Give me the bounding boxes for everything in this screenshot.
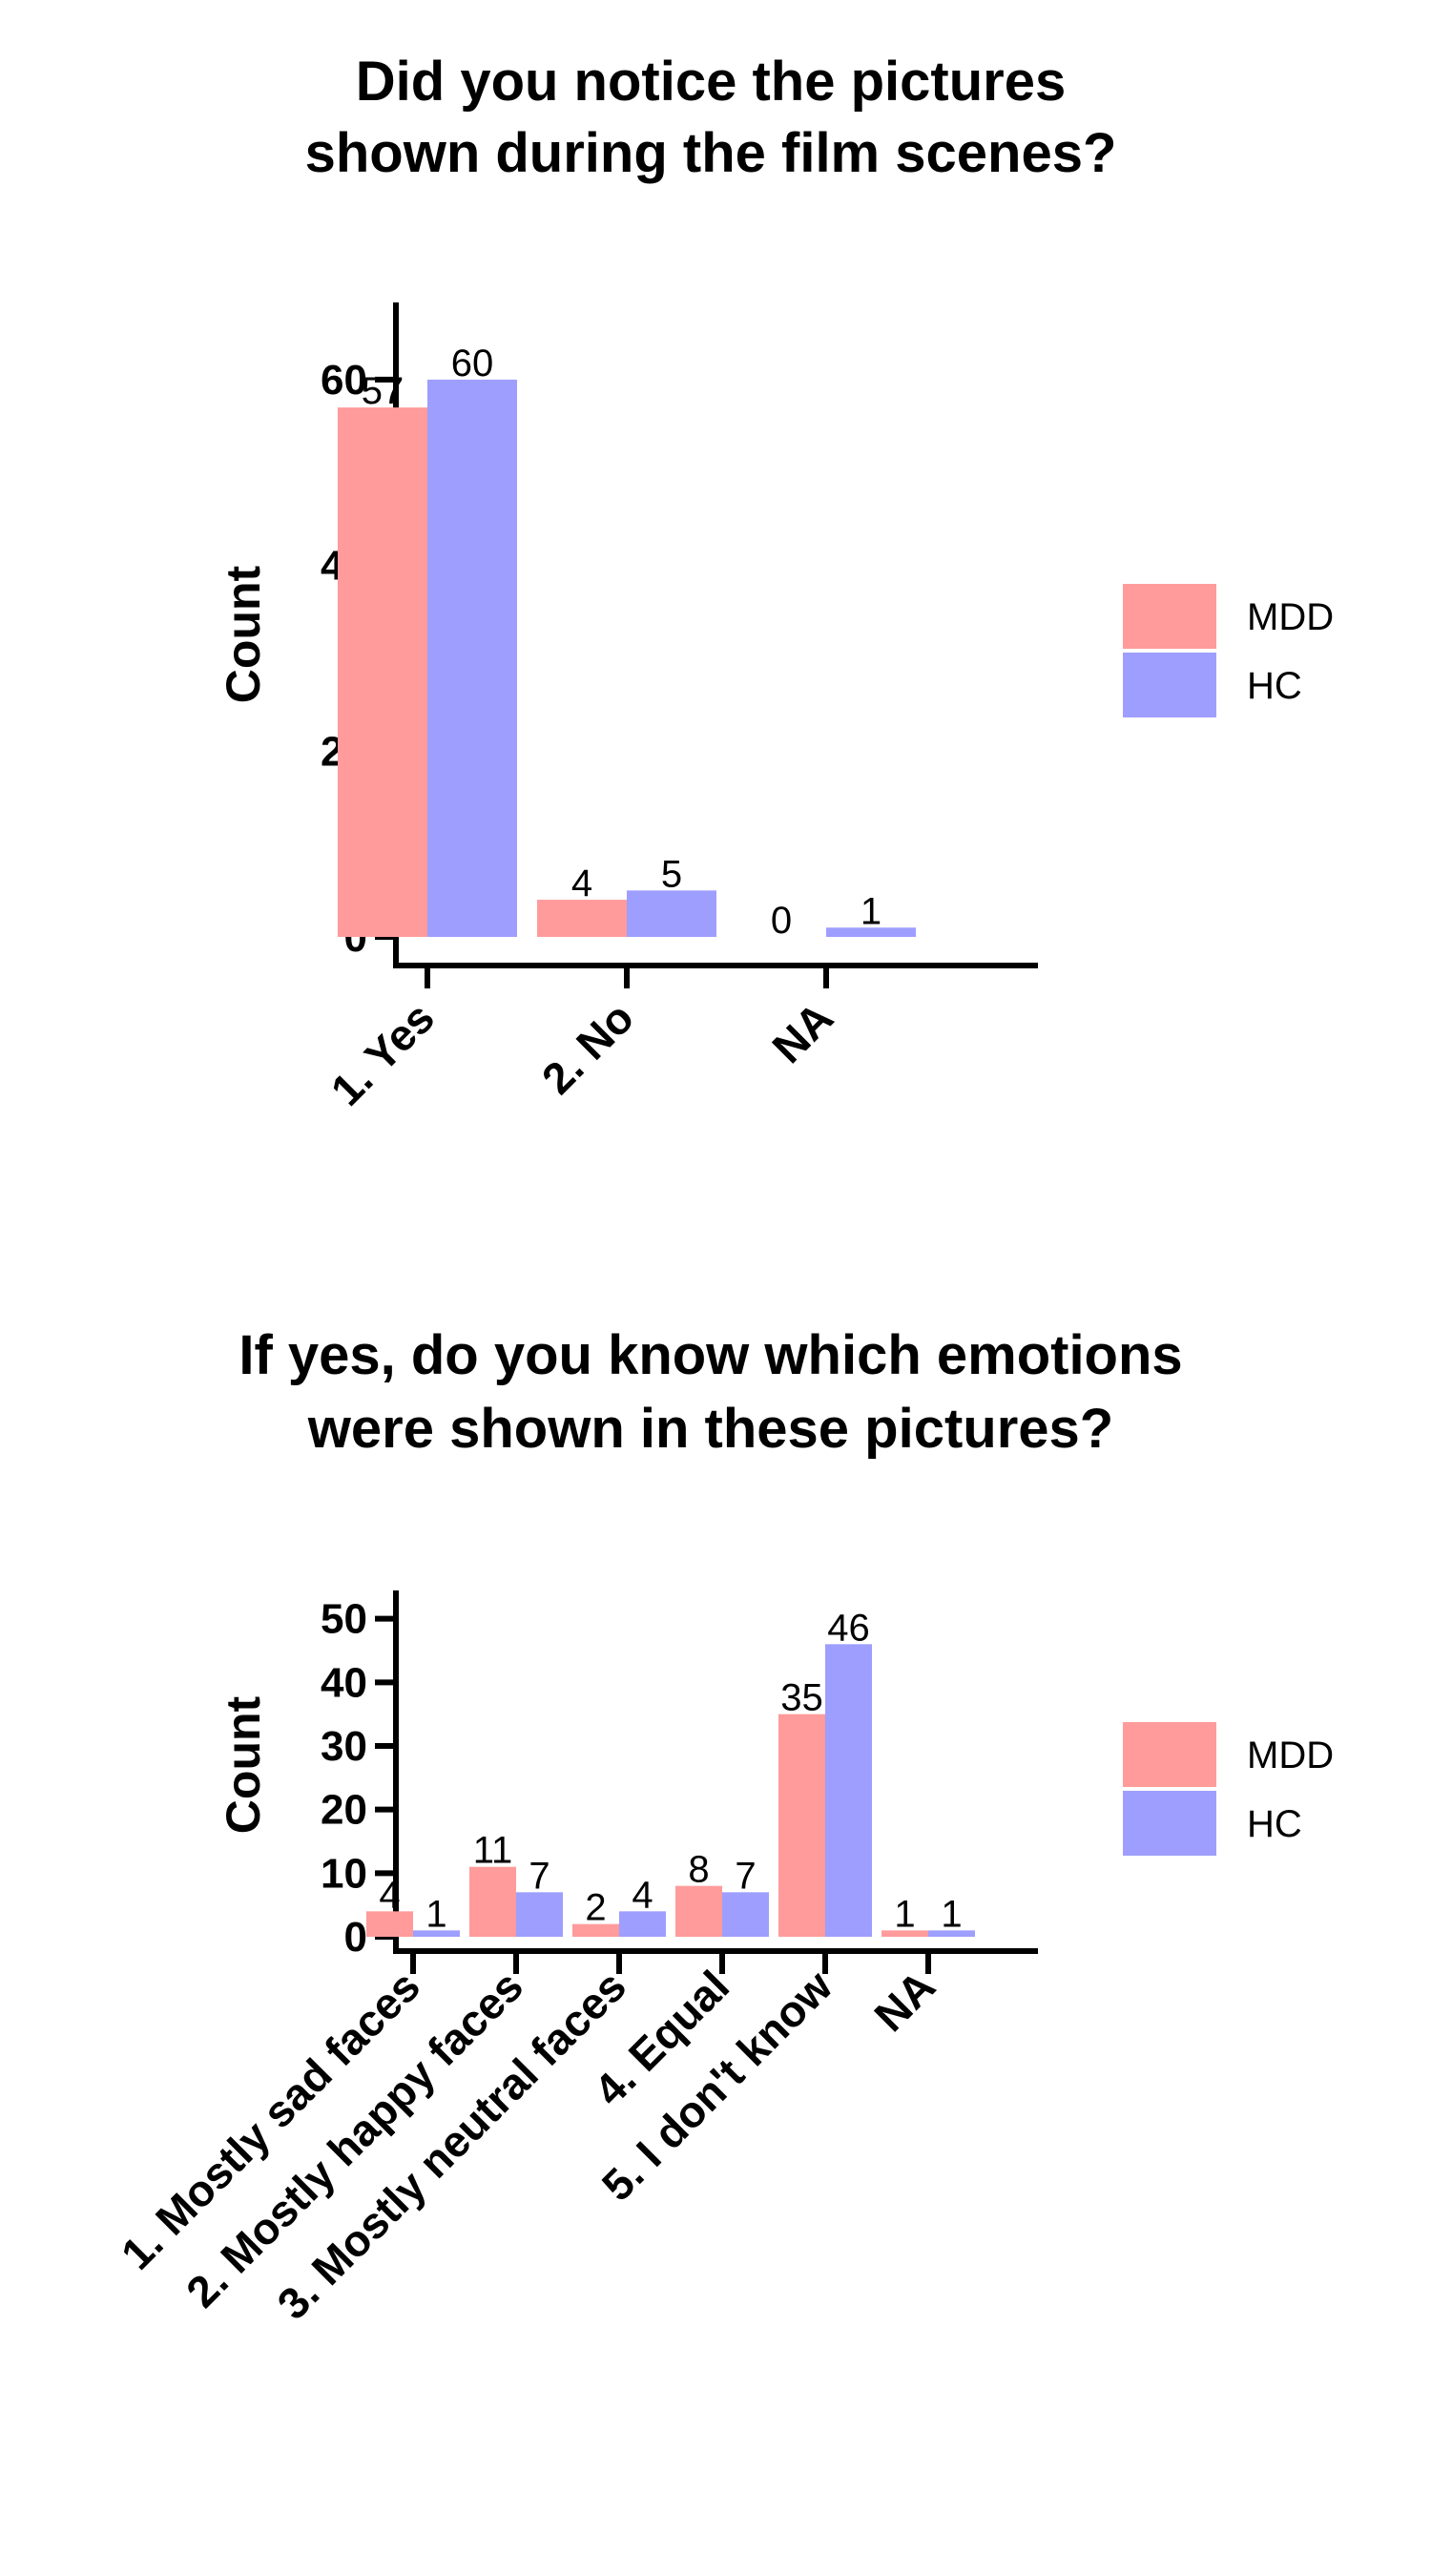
chart-title-line-2: shown during the film scenes? [305,122,1117,184]
legend-swatch-hc [1123,1791,1216,1856]
bar-hc-4-equal [722,1892,769,1937]
data-label-hc-2-no: 5 [661,853,682,895]
legend-swatch-mdd [1123,1722,1216,1787]
y-axis-label: Count [217,1695,270,1834]
data-label-mdd-5-i-don-t-know: 35 [780,1677,823,1719]
category-label-na: NA [864,1961,944,2041]
chart-title: Did you notice the pictures shown during… [305,51,1117,184]
data-label-mdd-2-mostly-happy-faces: 11 [473,1830,513,1872]
bar-hc-2-no [627,890,716,937]
legend-swatch-hc [1123,653,1216,717]
legend-label-hc: HC [1247,665,1302,707]
y-tick-label: 0 [344,1914,367,1961]
chart-title: If yes, do you know which emotions were … [238,1324,1182,1460]
legend-swatch-mdd [1123,584,1216,649]
data-label-mdd-4-equal: 8 [688,1849,709,1891]
data-label-hc-3-mostly-neutral-faces: 4 [632,1874,653,1916]
data-label-hc-na: 1 [941,1893,962,1935]
data-label-hc-4-equal: 7 [735,1855,756,1897]
data-label-mdd-na: 1 [894,1893,915,1935]
bar-mdd-1-yes [338,407,427,937]
chart-title-line-1: If yes, do you know which emotions [238,1324,1182,1386]
bar-mdd-na [881,1930,928,1937]
data-label-mdd-2-no: 4 [571,862,592,904]
bar-hc-na [826,927,916,937]
data-label-hc-na: 1 [861,890,881,932]
bar-hc-2-mostly-happy-faces [516,1892,563,1937]
data-label-hc-2-mostly-happy-faces: 7 [529,1855,550,1897]
chart-notice-pictures: Did you notice the pictures shown during… [217,51,1334,1115]
bar-mdd-2-no [537,900,627,937]
category-label-2-no: 2. No [532,992,643,1103]
legend-label-hc: HC [1247,1803,1302,1845]
legend: MDD HC [1123,584,1334,717]
y-tick-label: 40 [321,1659,367,1706]
category-label-na: NA [762,992,842,1072]
bar-mdd-3-mostly-neutral-faces [572,1923,619,1937]
data-label-mdd-1-yes: 57 [362,370,404,412]
bar-hc-3-mostly-neutral-faces [619,1911,666,1937]
data-label-mdd-1-mostly-sad-faces: 4 [379,1874,400,1916]
chart-title-line-1: Did you notice the pictures [356,51,1066,113]
data-label-hc-1-yes: 60 [451,343,494,384]
y-tick-label: 20 [321,1787,367,1834]
y-tick-label: 50 [321,1596,367,1643]
bar-mdd-5-i-don-t-know [778,1714,825,1937]
legend: MDD HC [1123,1722,1334,1856]
chart-emotions-shown: If yes, do you know which emotions were … [112,1324,1334,2329]
legend-label-mdd: MDD [1247,596,1334,638]
y-axis-label: Count [217,565,270,703]
legend-label-mdd: MDD [1247,1735,1334,1776]
y-tick-label: 30 [321,1723,367,1770]
data-label-mdd-3-mostly-neutral-faces: 2 [585,1887,606,1929]
bar-mdd-1-mostly-sad-faces [366,1911,413,1937]
bar-hc-1-mostly-sad-faces [413,1930,460,1937]
y-tick-label: 60 [321,357,367,404]
bar-hc-1-yes [427,379,517,938]
bar-mdd-4-equal [675,1885,722,1937]
bar-hc-na [928,1930,975,1937]
y-tick-label: 10 [321,1850,367,1897]
data-label-mdd-na: 0 [771,900,792,942]
bar-mdd-2-mostly-happy-faces [469,1866,516,1937]
bar-hc-5-i-don-t-know [825,1644,872,1937]
chart-title-line-2: were shown in these pictures? [307,1398,1113,1460]
category-label-1-yes: 1. Yes [321,992,444,1114]
data-label-hc-1-mostly-sad-faces: 1 [425,1893,446,1935]
data-label-hc-5-i-don-t-know: 46 [827,1607,870,1649]
